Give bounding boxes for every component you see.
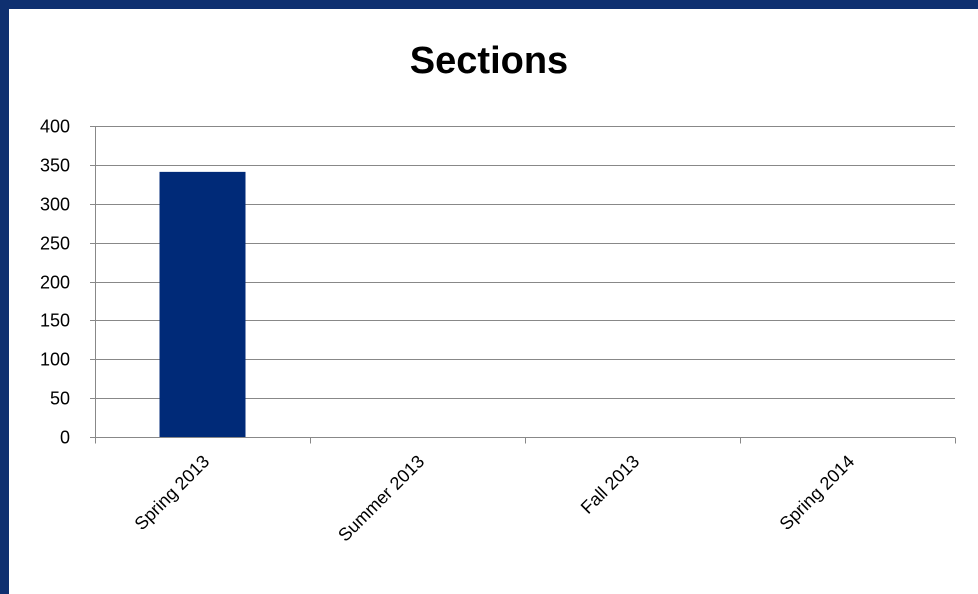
y-tick-label: 300: [40, 195, 70, 215]
y-tick-label: 200: [40, 273, 70, 293]
x-tick-label: Fall 2013: [577, 451, 644, 518]
bar: [159, 171, 246, 437]
y-axis-tick-labels: 0 50 100 150 200 250 300 350 400: [40, 117, 95, 448]
x-axis-tick-labels: Spring 2013 Summer 2013 Fall 2013 Spring 20…: [131, 451, 859, 545]
axes: [95, 126, 956, 444]
y-tick-label: 100: [40, 350, 70, 370]
x-tick-label: Spring 2014: [776, 451, 859, 534]
chart-title: Sections: [409, 40, 569, 82]
y-tick-label: 0: [60, 428, 70, 448]
y-tick-label: 400: [40, 117, 70, 137]
x-tick-label: Summer 2013: [334, 451, 428, 545]
x-tick-label: Spring 2013: [131, 451, 214, 534]
y-tick-label: 350: [40, 156, 70, 176]
y-tick-label: 150: [40, 311, 70, 331]
bars: [159, 171, 246, 437]
y-tick-label: 250: [40, 234, 70, 254]
y-tick-label: 50: [50, 389, 70, 409]
